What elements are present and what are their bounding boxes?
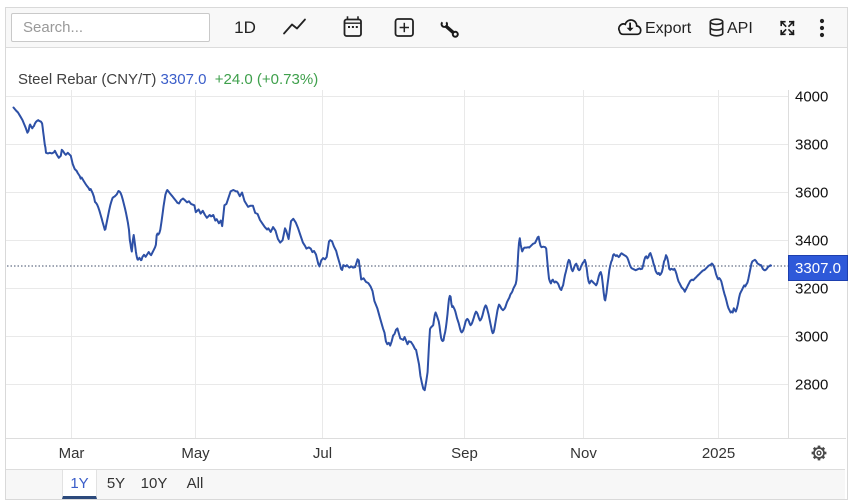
svg-text:Nov: Nov xyxy=(570,445,597,462)
svg-text:4000: 4000 xyxy=(795,89,828,106)
svg-text:3600: 3600 xyxy=(795,185,828,202)
svg-text:May: May xyxy=(181,445,210,462)
svg-text:3000: 3000 xyxy=(795,329,828,346)
svg-text:Sep: Sep xyxy=(451,445,478,462)
svg-text:3800: 3800 xyxy=(795,137,828,154)
svg-text:API: API xyxy=(727,20,753,37)
svg-text:2800: 2800 xyxy=(795,377,828,394)
svg-text:3307.0: 3307.0 xyxy=(795,260,841,277)
svg-text:3400: 3400 xyxy=(795,233,828,250)
svg-text:3200: 3200 xyxy=(795,281,828,298)
svg-text:Export: Export xyxy=(645,20,692,37)
svg-text:2025: 2025 xyxy=(702,445,735,462)
svg-text:Jul: Jul xyxy=(313,445,332,462)
svg-text:Mar: Mar xyxy=(59,445,85,462)
